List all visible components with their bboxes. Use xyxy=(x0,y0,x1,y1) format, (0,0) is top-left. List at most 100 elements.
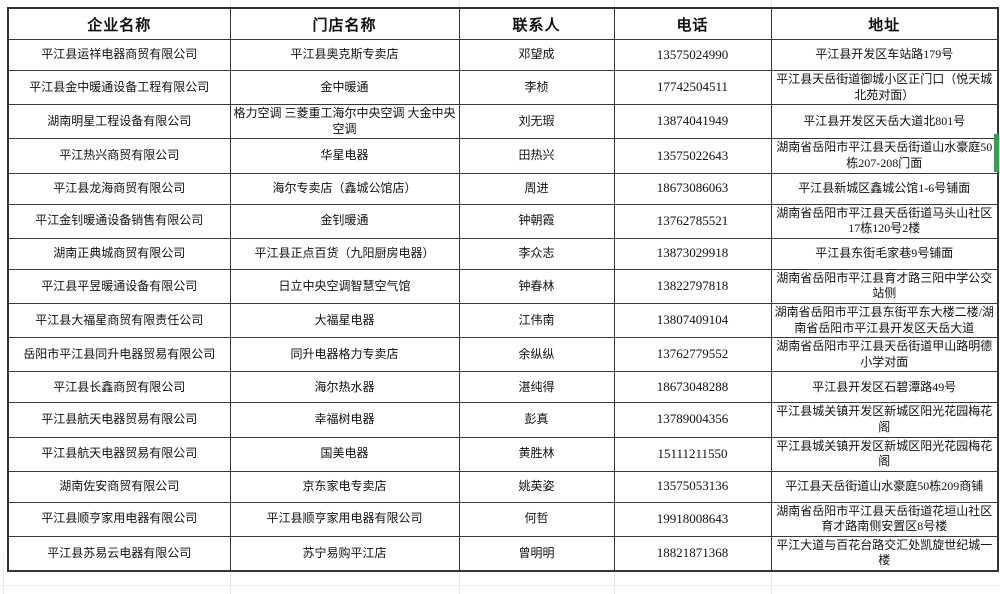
cell-company[interactable]: 平江县长鑫商贸有限公司 xyxy=(7,371,231,404)
cell-phone[interactable]: 13822797818 xyxy=(613,268,772,304)
col-header-address[interactable]: 地址 xyxy=(770,7,999,40)
cell-contact[interactable]: 李桢 xyxy=(458,69,615,106)
cell-store[interactable]: 国美电器 xyxy=(229,436,460,472)
cell-address[interactable]: 平江大道与百花台路交汇处凯旋世纪城一楼 xyxy=(770,535,999,572)
cell-contact[interactable]: 田热兴 xyxy=(458,138,615,174)
table-row: 平江县龙海商贸有限公司 海尔专卖店（鑫城公馆店） 周进 18673086063 平江县新… xyxy=(7,172,999,205)
cell-store[interactable]: 平江县正点百货（九阳厨房电器） xyxy=(229,237,460,270)
cell-company[interactable]: 平江县运祥电器商贸有限公司 xyxy=(7,39,231,71)
cell-contact[interactable]: 彭真 xyxy=(458,402,615,438)
cell-store[interactable]: 苏宁易购平江店 xyxy=(229,535,460,572)
col-header-company[interactable]: 企业名称 xyxy=(7,7,231,40)
cell-store[interactable]: 幸福树电器 xyxy=(229,402,460,438)
cell-company[interactable]: 平江县金中暖通设备工程有限公司 xyxy=(7,69,231,106)
cell-company[interactable]: 湖南佐安商贸有限公司 xyxy=(7,470,231,503)
cell-phone[interactable]: 13873029918 xyxy=(613,237,772,270)
col-header-contact[interactable]: 联系人 xyxy=(458,7,615,40)
store-table: 企业名称 门店名称 联系人 电话 地址 平江县运祥电器商贸有限公司 平江县奥克斯专… xyxy=(7,7,999,573)
cell-phone[interactable]: 13575053136 xyxy=(613,470,772,503)
cell-address[interactable]: 平江县新城区鑫城公馆1-6号铺面 xyxy=(770,172,999,205)
cell-company[interactable]: 平江县航天电器贸易有限公司 xyxy=(7,402,231,438)
cell-company[interactable]: 平江热兴商贸有限公司 xyxy=(7,138,231,174)
cell-company[interactable]: 平江金钊暖通设备销售有限公司 xyxy=(7,203,231,239)
cell-store[interactable]: 日立中央空调智慧空气馆 xyxy=(229,268,460,304)
cell-address[interactable]: 湖南省岳阳市平江县天岳街道马头山社区17栋120号2楼 xyxy=(770,203,999,239)
cell-phone[interactable]: 15111211550 xyxy=(613,436,772,472)
table-header-row: 企业名称 门店名称 联系人 电话 地址 xyxy=(7,7,999,40)
selection-indicator xyxy=(994,134,999,172)
cell-phone[interactable]: 17742504511 xyxy=(613,69,772,106)
cell-address[interactable]: 湖南省岳阳市平江县育才路三阳中学公交站侧 xyxy=(770,268,999,304)
cell-address[interactable]: 湖南省岳阳市平江县天岳街道甲山路明德小学对面 xyxy=(770,337,999,373)
cell-company[interactable]: 平江县苏易云电器有限公司 xyxy=(7,535,231,572)
cell-contact[interactable]: 湛纯得 xyxy=(458,371,615,404)
table-row: 平江县苏易云电器有限公司 苏宁易购平江店 曾明明 18821871368 平江大道与百花… xyxy=(7,535,999,572)
cell-phone[interactable]: 18673086063 xyxy=(613,172,772,205)
cell-store[interactable]: 大福星电器 xyxy=(229,302,460,339)
cell-address[interactable]: 湖南省岳阳市平江县天岳街道山水豪庭50栋207-208门面 xyxy=(770,138,999,174)
cell-company[interactable]: 平江县平昱暖通设备有限公司 xyxy=(7,268,231,304)
cell-store[interactable]: 金中暖通 xyxy=(229,69,460,106)
cell-contact[interactable]: 刘无瑕 xyxy=(458,104,615,140)
col-header-phone[interactable]: 电话 xyxy=(613,7,772,40)
cell-contact[interactable]: 邓望成 xyxy=(458,39,615,71)
cell-company[interactable]: 平江县顺亨家用电器有限公司 xyxy=(7,501,231,537)
cell-company[interactable]: 湖南明星工程设备有限公司 xyxy=(7,104,231,140)
table-row: 平江县大福星商贸有限责任公司 大福星电器 江伟南 13807409104 湖南省岳阳市平… xyxy=(7,302,999,339)
cell-contact[interactable]: 余纵纵 xyxy=(458,337,615,373)
cell-address[interactable]: 平江县开发区天岳大道北801号 xyxy=(770,104,999,140)
cell-company[interactable]: 湖南正典城商贸有限公司 xyxy=(7,237,231,270)
cell-store[interactable]: 平江县奥克斯专卖店 xyxy=(229,39,460,71)
cell-address[interactable]: 湖南省岳阳市平江县东街平东大楼二楼/湖南省岳阳市平江县开发区天岳大道 xyxy=(770,302,999,339)
cell-contact[interactable]: 何哲 xyxy=(458,501,615,537)
col-header-store[interactable]: 门店名称 xyxy=(229,7,460,40)
cell-address[interactable]: 平江县天岳街道山水豪庭50栋209商铺 xyxy=(770,470,999,503)
cell-phone[interactable]: 13762785521 xyxy=(613,203,772,239)
cell-phone[interactable]: 13789004356 xyxy=(613,402,772,438)
cell-phone[interactable]: 18673048288 xyxy=(613,371,772,404)
cell-store[interactable]: 海尔热水器 xyxy=(229,371,460,404)
cell-phone[interactable]: 13762779552 xyxy=(613,337,772,373)
cell-phone[interactable]: 13575022643 xyxy=(613,138,772,174)
cell-contact[interactable]: 李众志 xyxy=(458,237,615,270)
cell-store[interactable]: 华星电器 xyxy=(229,138,460,174)
cell-phone[interactable]: 13575024990 xyxy=(613,39,772,71)
cell-store[interactable]: 格力空调 三菱重工海尔中央空调 大金中央空调 xyxy=(229,104,460,140)
cell-phone[interactable]: 19918008643 xyxy=(613,501,772,537)
gridline xyxy=(0,585,1000,586)
cell-phone[interactable]: 18821871368 xyxy=(613,535,772,572)
table-body: 平江县运祥电器商贸有限公司 平江县奥克斯专卖店 邓望成 13575024990 平江县开… xyxy=(7,39,999,572)
cell-store[interactable]: 海尔专卖店（鑫城公馆店） xyxy=(229,172,460,205)
cell-address[interactable]: 平江县城关镇开发区新城区阳光花园梅花阁 xyxy=(770,402,999,438)
cell-company[interactable]: 岳阳市平江县同升电器贸易有限公司 xyxy=(7,337,231,373)
cell-phone[interactable]: 13874041949 xyxy=(613,104,772,140)
cell-address[interactable]: 平江县天岳街道御城小区正门口（悦天城北苑对面） xyxy=(770,69,999,106)
cell-store[interactable]: 京东家电专卖店 xyxy=(229,470,460,503)
table-row: 平江县航天电器贸易有限公司 国美电器 黄胜林 15111211550 平江县城关镇开发区… xyxy=(7,436,999,472)
gridline xyxy=(771,553,772,594)
cell-company[interactable]: 平江县龙海商贸有限公司 xyxy=(7,172,231,205)
gridline xyxy=(3,553,4,594)
cell-contact[interactable]: 曾明明 xyxy=(458,535,615,572)
cell-company[interactable]: 平江县大福星商贸有限责任公司 xyxy=(7,302,231,339)
cell-address[interactable]: 平江县东街毛家巷9号铺面 xyxy=(770,237,999,270)
gridline xyxy=(614,0,615,7)
cell-contact[interactable]: 黄胜林 xyxy=(458,436,615,472)
cell-company[interactable]: 平江县航天电器贸易有限公司 xyxy=(7,436,231,472)
cell-address[interactable]: 湖南省岳阳市平江县天岳街道花垣山社区育才路南侧安置区8号楼 xyxy=(770,501,999,537)
cell-address[interactable]: 平江县开发区石碧潭路49号 xyxy=(770,371,999,404)
cell-contact[interactable]: 钟春林 xyxy=(458,268,615,304)
cell-contact[interactable]: 姚英姿 xyxy=(458,470,615,503)
gridline xyxy=(459,553,460,594)
cell-phone[interactable]: 13807409104 xyxy=(613,302,772,339)
cell-store[interactable]: 平江县顺亨家用电器有限公司 xyxy=(229,501,460,537)
cell-address[interactable]: 平江县开发区车站路179号 xyxy=(770,39,999,71)
table-row: 平江县顺亨家用电器有限公司 平江县顺亨家用电器有限公司 何哲 19918008643 湖… xyxy=(7,501,999,537)
cell-contact[interactable]: 江伟南 xyxy=(458,302,615,339)
cell-contact[interactable]: 钟朝霞 xyxy=(458,203,615,239)
cell-address[interactable]: 平江县城关镇开发区新城区阳光花园梅花阁 xyxy=(770,436,999,472)
cell-store[interactable]: 同升电器格力专卖店 xyxy=(229,337,460,373)
cell-store[interactable]: 金钊暖通 xyxy=(229,203,460,239)
table-row: 湖南佐安商贸有限公司 京东家电专卖店 姚英姿 13575053136 平江县天岳街道山水… xyxy=(7,470,999,503)
cell-contact[interactable]: 周进 xyxy=(458,172,615,205)
